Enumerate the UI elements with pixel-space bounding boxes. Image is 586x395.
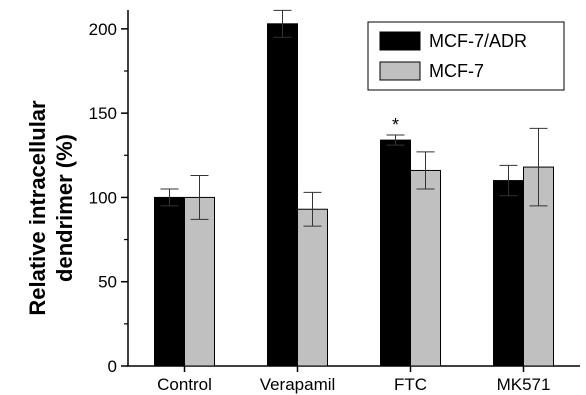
x-tick-label: Verapamil [260, 375, 336, 394]
y-tick-label: 100 [89, 188, 117, 207]
y-tick-label: 0 [108, 357, 117, 376]
legend-label: MCF-7 [429, 61, 484, 81]
bar-mcf7 [184, 196, 215, 367]
bar-mcf7-adr [380, 139, 411, 367]
bars: *** [154, 0, 554, 367]
y-axis-label-line1: Relative intracellular [25, 100, 50, 316]
legend-swatch [379, 61, 421, 81]
axes: 0 50 100 150 200 Control Verapamil FTC MK571 [89, 10, 580, 394]
x-tick-label: MK571 [497, 375, 551, 394]
x-tick-label: FTC [394, 375, 427, 394]
bar-mcf7 [410, 169, 441, 367]
y-tick-label: 200 [89, 20, 117, 39]
y-tick-label: 150 [89, 104, 117, 123]
bar-mcf7 [297, 208, 328, 367]
bar-mcf7-adr [493, 180, 524, 367]
legend-swatch [379, 31, 421, 51]
legend: MCF-7/ADR MCF-7 [367, 21, 565, 91]
y-tick-label: 50 [98, 273, 117, 292]
significance-marker: * [392, 115, 399, 135]
y-axis-title: Relative intracellular dendrimer (%) [25, 100, 77, 316]
x-tick-label: Control [157, 375, 212, 394]
bar-mcf7-adr [267, 23, 298, 367]
y-axis-label-line2: dendrimer (%) [52, 134, 77, 282]
legend-label: MCF-7/ADR [429, 31, 527, 51]
bar-mcf7-adr [154, 196, 185, 367]
significance-marker: ** [275, 0, 289, 10]
